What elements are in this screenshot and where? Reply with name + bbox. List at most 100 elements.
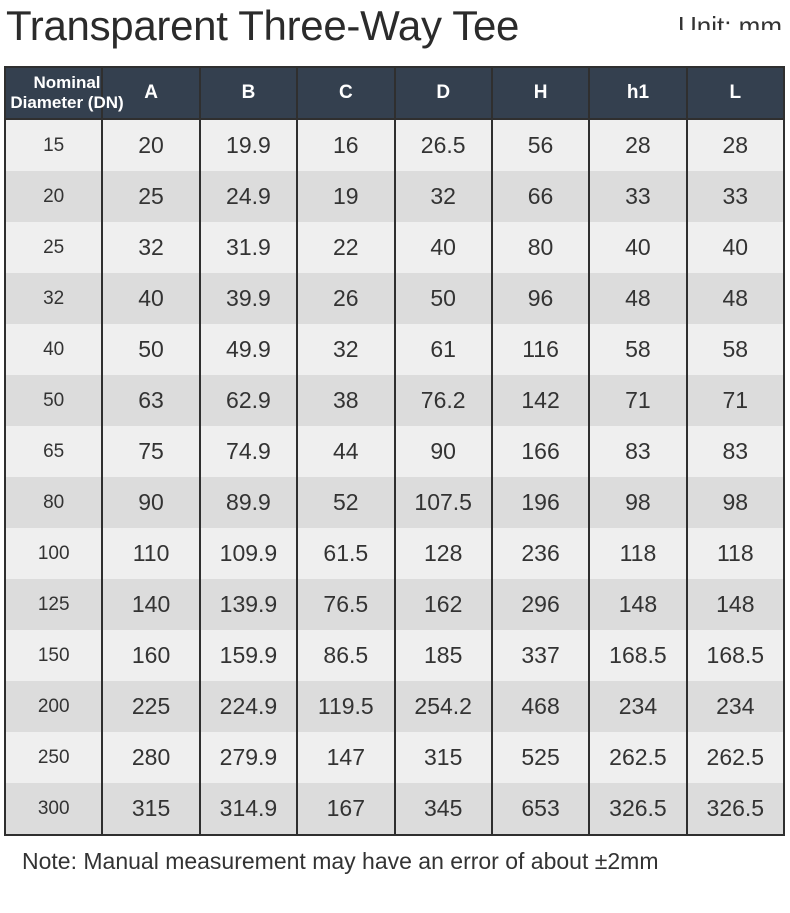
- table-cell: 44: [296, 426, 395, 477]
- title: Transparent Three-Way Tee: [6, 2, 520, 49]
- table-cell: 38: [296, 375, 395, 426]
- table-cell: 83: [685, 426, 784, 477]
- column-header: C: [296, 67, 395, 120]
- table-cell: 148: [588, 579, 687, 630]
- table-cell: 168.5: [685, 630, 784, 681]
- table-cell: 280: [101, 732, 200, 783]
- table-cell: 653: [490, 783, 590, 835]
- table-row: 80 90 89.9 52 107.5 196 98 98: [5, 477, 784, 528]
- table-cell: 33: [588, 171, 687, 222]
- table-cell: 118: [685, 528, 784, 579]
- table-cell: 31.9: [198, 222, 298, 273]
- table-cell: 119.5: [296, 681, 395, 732]
- table-row: 65 75 74.9 44 90 166 83 83: [5, 426, 784, 477]
- table-cell: 150: [5, 630, 103, 681]
- unit-text: Unit: mm: [678, 16, 782, 30]
- table-cell: 254.2: [393, 681, 492, 732]
- table-cell: 50: [101, 324, 200, 375]
- table-cell: 225: [101, 681, 200, 732]
- table-cell: 22: [296, 222, 395, 273]
- table-cell: 315: [101, 783, 200, 835]
- table-cell: 76.2: [393, 375, 492, 426]
- table-cell: 148: [685, 579, 784, 630]
- table-cell: 62.9: [198, 375, 298, 426]
- table-cell: 109.9: [198, 528, 298, 579]
- table-cell: 234: [685, 681, 784, 732]
- table-cell: 80: [5, 477, 103, 528]
- table-cell: 525: [490, 732, 590, 783]
- table-cell: 139.9: [198, 579, 298, 630]
- table-cell: 32: [296, 324, 395, 375]
- table-row: 125 140 139.9 76.5 162 296 148 148: [5, 579, 784, 630]
- table-cell: 80: [490, 222, 590, 273]
- table-cell: 58: [685, 324, 784, 375]
- table-cell: 147: [296, 732, 395, 783]
- table-cell: 40: [685, 222, 784, 273]
- column-header-text: Nominal Diameter (DN): [10, 73, 124, 112]
- table-cell: 49.9: [198, 324, 298, 375]
- table-cell: 196: [490, 477, 590, 528]
- table-cell: 50: [393, 273, 492, 324]
- note: Note: Manual measurement may have an err…: [22, 848, 659, 874]
- table-cell: 185: [393, 630, 492, 681]
- table-cell: 71: [588, 375, 687, 426]
- column-header: H: [490, 67, 590, 120]
- table-row: 15 20 19.9 16 26.5 56 28 28: [5, 119, 784, 171]
- table-cell: 89.9: [198, 477, 298, 528]
- table-cell: 167: [296, 783, 395, 835]
- table-cell: 39.9: [198, 273, 298, 324]
- table-cell: 116: [490, 324, 590, 375]
- table-cell: 48: [685, 273, 784, 324]
- table-cell: 48: [588, 273, 687, 324]
- table-cell: 90: [393, 426, 492, 477]
- table-row: 200 225 224.9 119.5 254.2 468 234 234: [5, 681, 784, 732]
- table-row: 300 315 314.9 167 345 653 326.5 326.5: [5, 783, 784, 835]
- table-cell: 61.5: [296, 528, 395, 579]
- table-cell: 75: [101, 426, 200, 477]
- table-cell: 56: [490, 119, 590, 171]
- table-cell: 128: [393, 528, 492, 579]
- table-cell: 58: [588, 324, 687, 375]
- table-cell: 107.5: [393, 477, 492, 528]
- table-cell: 76.5: [296, 579, 395, 630]
- table-cell: 20: [101, 119, 200, 171]
- table-cell: 300: [5, 783, 103, 835]
- column-header: L: [685, 67, 784, 120]
- table-cell: 83: [588, 426, 687, 477]
- table-cell: 96: [490, 273, 590, 324]
- table-cell: 279.9: [198, 732, 298, 783]
- table-cell: 345: [393, 783, 492, 835]
- table-cell: 142: [490, 375, 590, 426]
- table-cell: 236: [490, 528, 590, 579]
- table-cell: 337: [490, 630, 590, 681]
- table-cell: 90: [101, 477, 200, 528]
- table-cell: 74.9: [198, 426, 298, 477]
- table-cell: 32: [5, 273, 103, 324]
- table-row: 50 63 62.9 38 76.2 142 71 71: [5, 375, 784, 426]
- table-cell: 52: [296, 477, 395, 528]
- table-cell: 66: [490, 171, 590, 222]
- table-row: 150 160 159.9 86.5 185 337 168.5 168.5: [5, 630, 784, 681]
- table-cell: 160: [101, 630, 200, 681]
- table-cell: 24.9: [198, 171, 298, 222]
- table-cell: 28: [685, 119, 784, 171]
- column-header: D: [393, 67, 492, 120]
- column-header: A: [101, 67, 200, 120]
- table-cell: 20: [5, 171, 103, 222]
- table-cell: 19.9: [198, 119, 298, 171]
- table-cell: 100: [5, 528, 103, 579]
- table-row: 20 25 24.9 19 32 66 33 33: [5, 171, 784, 222]
- table-cell: 32: [393, 171, 492, 222]
- table-cell: 200: [5, 681, 103, 732]
- table-row: 100 110 109.9 61.5 128 236 118 118: [5, 528, 784, 579]
- table-cell: 326.5: [685, 783, 784, 835]
- table-cell: 61: [393, 324, 492, 375]
- table-cell: 315: [393, 732, 492, 783]
- table-row: 32 40 39.9 26 50 96 48 48: [5, 273, 784, 324]
- table-cell: 26: [296, 273, 395, 324]
- table-cell: 28: [588, 119, 687, 171]
- column-header: B: [198, 67, 298, 120]
